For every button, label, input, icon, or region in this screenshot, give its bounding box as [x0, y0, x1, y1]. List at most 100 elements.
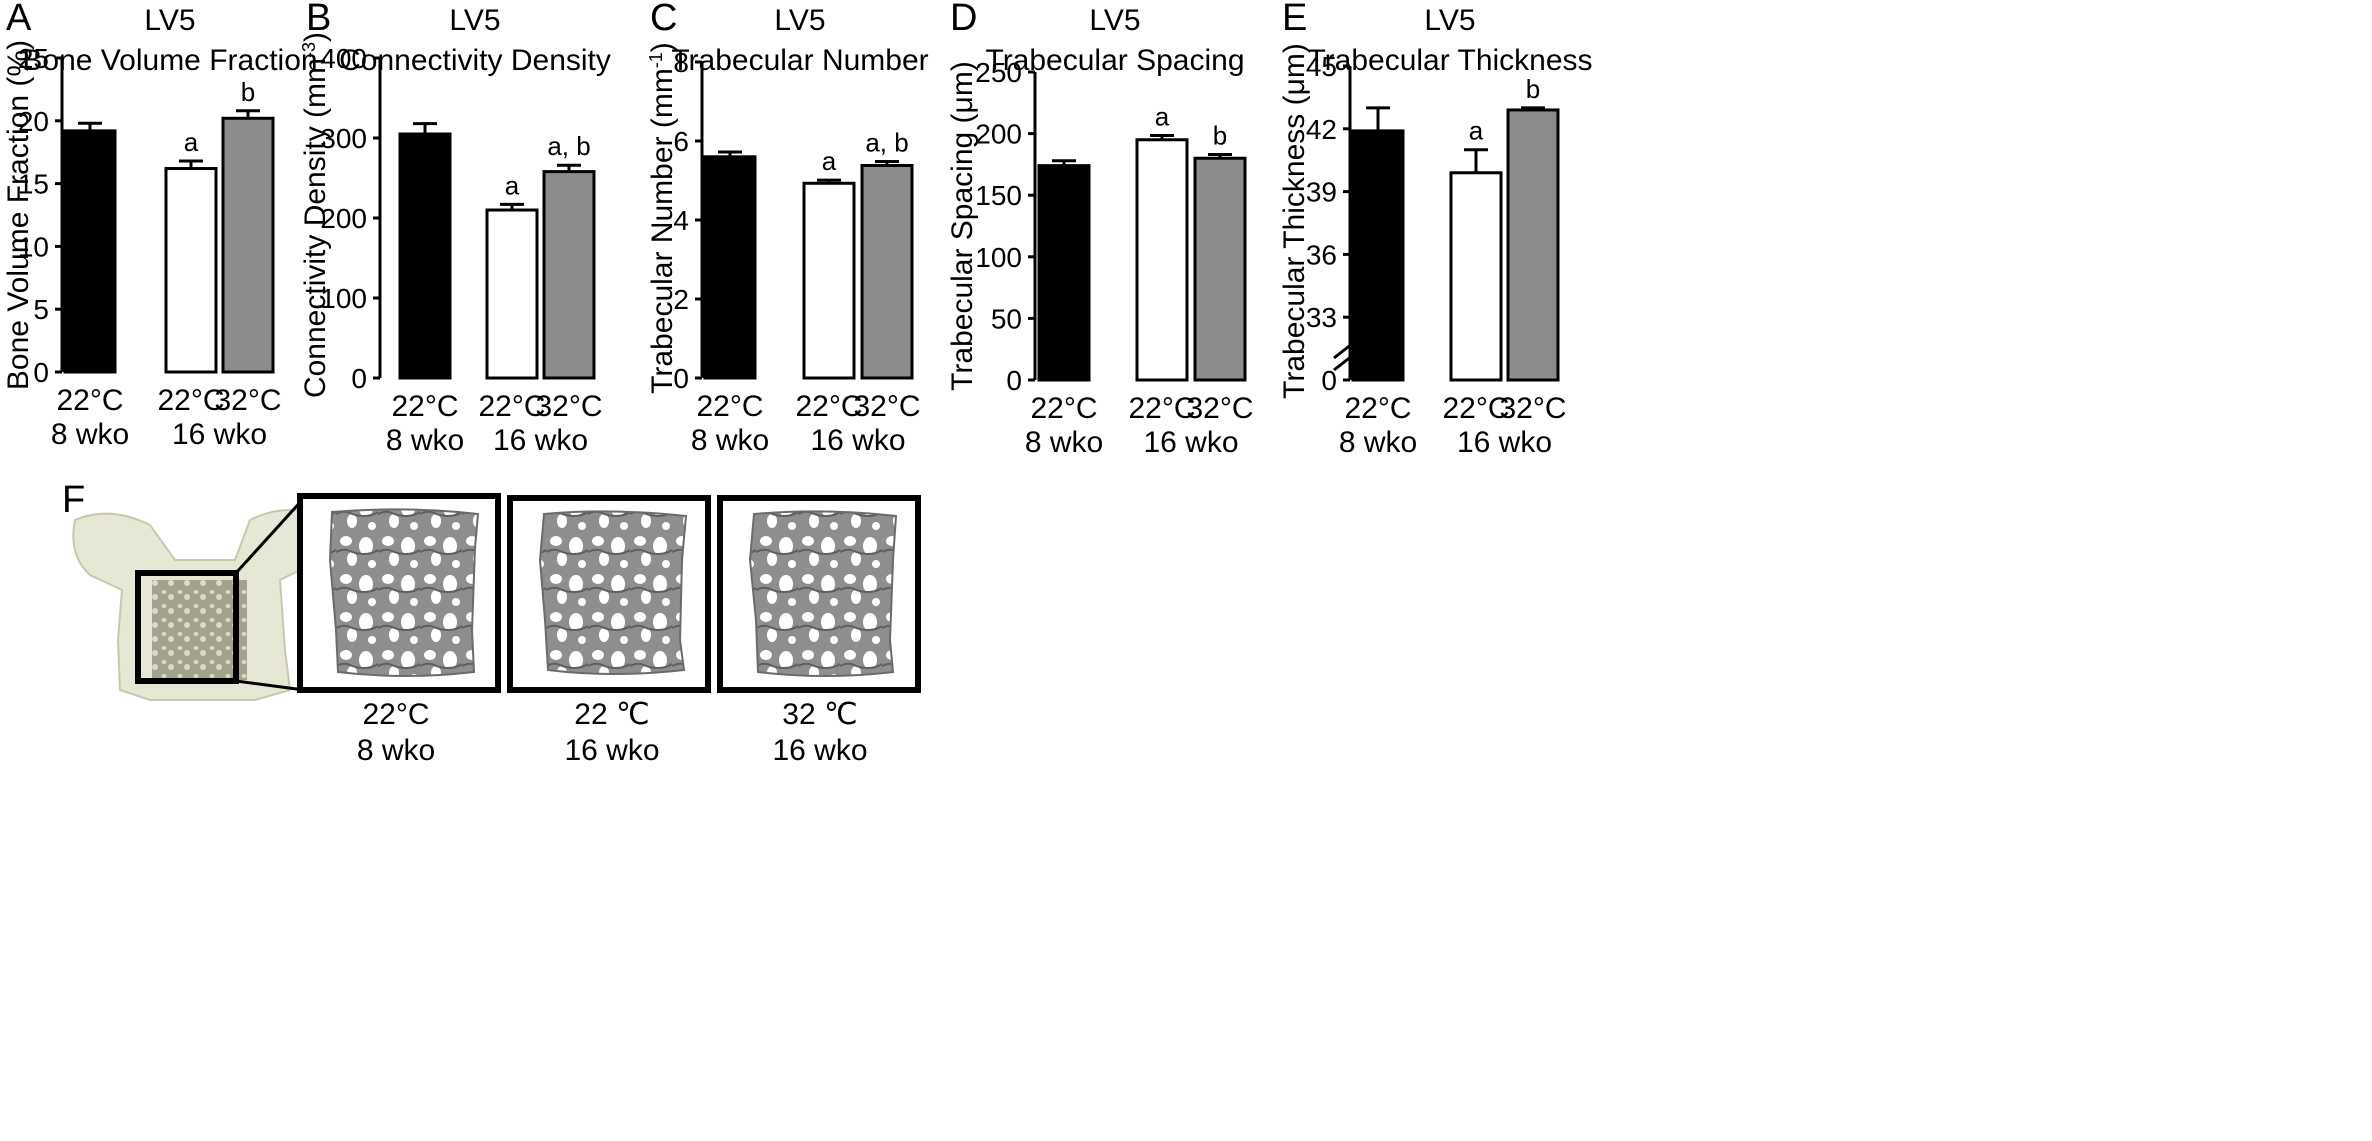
y-axis-label: Trabecular Spacing (μm) — [946, 61, 979, 391]
y-tick-label: 4 — [673, 205, 689, 236]
microct-frame-2 — [507, 495, 711, 693]
y-tick-label: 150 — [975, 180, 1022, 211]
plot-area: 0 33 36 39 42 45 22°C a 22°C b 32°C 8 wko 16 wko — [1306, 51, 1567, 459]
y-tick-label: 0 — [351, 363, 367, 394]
chart-subtitle: Trabecular Number — [671, 44, 928, 77]
y-tick-label: 50 — [991, 303, 1022, 334]
chart-subtitle: Bone Volume Fraction — [22, 44, 317, 77]
x-category-label: 22°C — [157, 384, 224, 417]
significance-label: b — [1213, 121, 1227, 151]
y-tick-label: 0 — [1006, 365, 1022, 396]
caption-group-2: 16 wko — [564, 734, 659, 767]
zoom-line-top — [234, 496, 306, 575]
panel-c-chart: C LV5 Trabecular Number Trabecular Numbe… — [646, 0, 929, 457]
plot-area: 0 5 10 15 20 25 22°C a 22°C b 32°C 8 wko 16 wko — [18, 43, 282, 451]
y-tick-label: 100 — [975, 242, 1022, 273]
x-category-label: 32°C — [214, 384, 281, 417]
plot-area: 0 2 4 6 8 22°C a 22°C a, b 32°C 8 wko 16 wko — [673, 47, 920, 457]
panel-letter: E — [1282, 0, 1307, 39]
bar — [63, 129, 117, 374]
significance-label: a, b — [865, 128, 908, 158]
bar — [398, 132, 452, 380]
y-tick-label: 200 — [320, 203, 367, 234]
x-category-label: 22°C — [1128, 392, 1195, 425]
caption-group-3: 16 wko — [772, 734, 867, 767]
panel-b-chart: B LV5 Connectivity Density Connectivity … — [299, 0, 611, 457]
significance-label: a — [505, 170, 520, 200]
x-group-label: 16 wko — [172, 418, 267, 451]
panel-letter: F — [62, 479, 85, 521]
x-category-label: 22°C — [696, 390, 763, 423]
y-tick-label: 45 — [1306, 51, 1337, 82]
significance-label: a — [1155, 101, 1170, 131]
y-tick-label: 300 — [320, 123, 367, 154]
plot-area: 0 100 200 300 400 22°C a 22°C a, b 32°C 8 wko 16 wk… — [320, 43, 602, 457]
y-tick-label: 100 — [320, 283, 367, 314]
x-group-label: 8 wko — [386, 424, 464, 457]
x-category-label: 22°C — [1344, 392, 1411, 425]
x-category-label: 22°C — [795, 390, 862, 423]
y-tick-label: 20 — [18, 106, 49, 137]
y-tick-label: 200 — [975, 119, 1022, 150]
y-axis-label: Trabecular Thickness (μm) — [1278, 43, 1311, 399]
zoom-line-bottom — [235, 679, 305, 692]
chart-title: LV5 — [774, 4, 825, 37]
panel-d-chart: D LV5 Trabecular Spacing Trabecular Spac… — [946, 0, 1254, 459]
microct-frame-1 — [297, 493, 501, 693]
x-category-label: 22°C — [391, 390, 458, 423]
y-tick-label: 6 — [673, 126, 689, 157]
x-category-label: 32°C — [535, 390, 602, 423]
caption-temp-2: 22 ℃ — [574, 698, 649, 731]
chart-title: LV5 — [144, 4, 195, 37]
chart-subtitle: Trabecular Spacing — [985, 44, 1244, 77]
y-tick-label: 36 — [1306, 239, 1337, 270]
bar — [802, 181, 856, 380]
y-tick-label: 5 — [33, 294, 49, 325]
x-group-label: 8 wko — [1339, 426, 1417, 459]
bar — [221, 116, 275, 374]
significance-label: a — [184, 127, 199, 157]
bar — [703, 155, 757, 380]
x-group-label: 16 wko — [493, 424, 588, 457]
y-tick-label: 33 — [1306, 302, 1337, 333]
x-category-label: 22°C — [1030, 392, 1097, 425]
significance-label: a, b — [547, 131, 590, 161]
panel-a-chart: A LV5 Bone Volume Fraction Bone Volume F… — [2, 0, 318, 451]
significance-label: b — [1526, 74, 1540, 104]
chart-title: LV5 — [449, 4, 500, 37]
bar — [1449, 171, 1503, 382]
x-category-label: 32°C — [1499, 392, 1566, 425]
panel-letter: D — [950, 0, 977, 39]
y-tick-label: 39 — [1306, 177, 1337, 208]
selection-box — [135, 570, 239, 684]
y-axis-label: Bone Volume Fraction (%) — [2, 40, 35, 390]
panel-letter: B — [306, 0, 331, 39]
caption-temp-1: 22°C — [362, 698, 429, 731]
x-category-label: 22°C — [1442, 392, 1509, 425]
x-category-label: 32°C — [1186, 392, 1253, 425]
x-group-label: 16 wko — [1143, 426, 1238, 459]
chart-subtitle: Trabecular Thickness — [1307, 44, 1592, 77]
y-tick-label: 0 — [673, 363, 689, 394]
x-category-label: 22°C — [56, 384, 123, 417]
x-group-label: 16 wko — [1457, 426, 1552, 459]
panel-letter: C — [650, 0, 677, 39]
bar — [485, 208, 539, 380]
bar — [860, 163, 914, 380]
y-tick-label: 250 — [975, 57, 1022, 88]
y-tick-label: 2 — [673, 284, 689, 315]
chart-subtitle: Connectivity Density — [339, 44, 611, 77]
y-tick-label: 15 — [18, 169, 49, 200]
y-axis-label: Trabecular Number (mm-1) — [646, 42, 679, 394]
y-tick-label: 0 — [33, 357, 49, 388]
panel-e-chart: E LV5 Trabecular Thickness Trabecular Th… — [1278, 0, 1593, 459]
chart-title: LV5 — [1424, 4, 1475, 37]
plot-area: 0 50 100 150 200 250 22°C a 22°C b 32°C 8 wko 16 wko — [975, 57, 1253, 459]
y-tick-label: 8 — [673, 47, 689, 78]
bar — [1135, 138, 1189, 382]
microct-frame-3 — [717, 495, 921, 693]
y-axis-label: Connectivity Density (mm-3) — [299, 32, 332, 398]
bar — [164, 167, 218, 374]
x-group-label: 8 wko — [51, 418, 129, 451]
